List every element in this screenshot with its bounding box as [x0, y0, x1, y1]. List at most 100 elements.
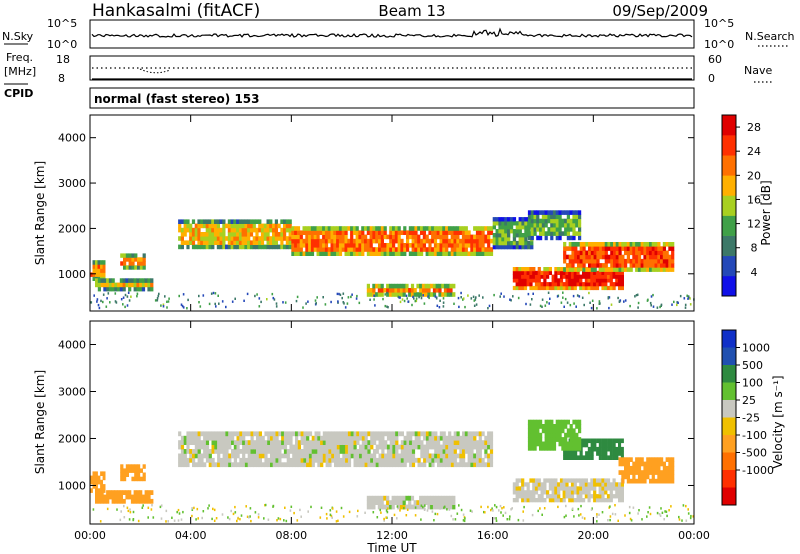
heatmap-cell — [464, 435, 468, 441]
heatmap-cell — [527, 419, 532, 425]
heatmap-cell — [211, 244, 215, 250]
heatmap-cell — [316, 243, 320, 248]
heatmap-cell — [546, 267, 550, 272]
heatmap-cell — [381, 453, 385, 459]
heatmap-cell — [544, 304, 547, 307]
heatmap-cell — [607, 455, 611, 460]
heatmap-cell — [596, 250, 600, 256]
heatmap-cell — [292, 462, 296, 468]
heatmap-cell — [427, 504, 431, 510]
heatmap-cell — [409, 431, 413, 437]
heatmap-cell — [599, 263, 603, 268]
heatmap-cell — [198, 294, 200, 298]
heatmap-cell — [424, 283, 428, 289]
heatmap-cell — [581, 516, 584, 519]
heatmap-cell — [178, 244, 182, 250]
heatmap-cell — [322, 453, 326, 459]
heatmap-cell — [487, 230, 491, 235]
heatmap-cell — [406, 440, 410, 445]
heatmap-cell — [422, 243, 426, 248]
heatmap-cell — [361, 431, 365, 437]
heatmap-cell — [205, 232, 209, 237]
heatmap-cell — [521, 236, 525, 242]
heatmap-cell — [484, 440, 488, 445]
heatmap-cell — [604, 438, 608, 444]
heatmap-cell — [635, 457, 639, 462]
heatmap-cell — [320, 449, 324, 454]
heatmap-cell — [577, 258, 581, 264]
heatmap-cell — [541, 222, 545, 228]
heatmap-cell — [275, 440, 279, 445]
heatmap-cell — [252, 223, 256, 229]
heatmap-cell — [526, 490, 530, 495]
heatmap-cell — [575, 424, 579, 429]
heatmap-cell — [314, 440, 318, 445]
heatmap-cell — [392, 435, 396, 441]
heatmap-cell — [562, 285, 566, 291]
heatmap-cell — [604, 282, 608, 287]
heatmap-cell — [361, 453, 365, 459]
heatmap-cell — [515, 274, 519, 279]
heatmap-cell — [651, 258, 655, 264]
heatmap-cell — [428, 440, 432, 445]
heatmap-cell — [432, 283, 437, 289]
heatmap-cell — [532, 278, 536, 283]
heatmap-cell — [646, 246, 650, 251]
date-label: 09/Sep/2009 — [612, 2, 708, 20]
heatmap-cell — [473, 304, 476, 307]
heatmap-cell — [219, 449, 223, 454]
heatmap-cell — [294, 247, 298, 252]
heatmap-cell — [225, 449, 229, 454]
heatmap-cell — [272, 440, 276, 445]
heatmap-cell — [378, 234, 382, 240]
heatmap-cell — [266, 223, 270, 229]
heatmap-cell — [305, 243, 309, 248]
heatmap-cell — [364, 457, 368, 463]
heatmap-cell — [123, 476, 127, 482]
heatmap-cell — [95, 282, 99, 288]
heatmap-cell — [242, 453, 246, 459]
heatmap-cell — [433, 519, 435, 522]
heatmap-cell — [258, 297, 261, 300]
heatmap-cell — [205, 449, 210, 454]
heatmap-cell — [108, 282, 112, 288]
heatmap-cell — [330, 300, 332, 304]
heatmap-cell — [128, 494, 132, 500]
heatmap-cell — [550, 222, 554, 228]
heatmap-cell — [217, 294, 219, 297]
heatmap-cell — [369, 230, 373, 235]
heatmap-cell — [392, 238, 396, 244]
heatmap-cell — [208, 435, 212, 441]
heatmap-cell — [584, 478, 588, 483]
heatmap-cell — [400, 462, 404, 468]
heatmap-cell — [300, 515, 302, 518]
heatmap-cell — [300, 440, 304, 445]
heatmap-cell — [637, 267, 642, 272]
heatmap-cell — [364, 462, 368, 468]
heatmap-cell — [635, 254, 639, 260]
heatmap-cell — [585, 451, 589, 456]
heatmap-cell — [489, 230, 494, 235]
heatmap-cell — [244, 232, 248, 237]
heatmap-cell — [347, 435, 352, 441]
heatmap-cell — [339, 431, 343, 437]
heatmap-cell — [521, 282, 525, 287]
heatmap-cell — [551, 482, 555, 487]
heatmap-cell — [95, 471, 98, 476]
heatmap-cell — [333, 251, 337, 256]
heatmap-cell — [447, 243, 452, 248]
heatmap-cell — [558, 441, 562, 447]
heatmap-cell — [267, 462, 271, 468]
heatmap-cell — [336, 243, 340, 248]
heatmap-cell — [534, 274, 539, 279]
heatmap-cell — [609, 282, 613, 287]
heatmap-cell — [568, 263, 572, 268]
heatmap-cell — [308, 449, 313, 454]
heatmap-cell — [657, 465, 661, 471]
heatmap-cell — [530, 424, 534, 429]
heatmap-cell — [275, 453, 279, 459]
heatmap-cell — [566, 218, 570, 224]
heatmap-cell — [612, 282, 616, 287]
heatmap-cell — [530, 231, 534, 236]
heatmap-cell — [228, 444, 232, 450]
